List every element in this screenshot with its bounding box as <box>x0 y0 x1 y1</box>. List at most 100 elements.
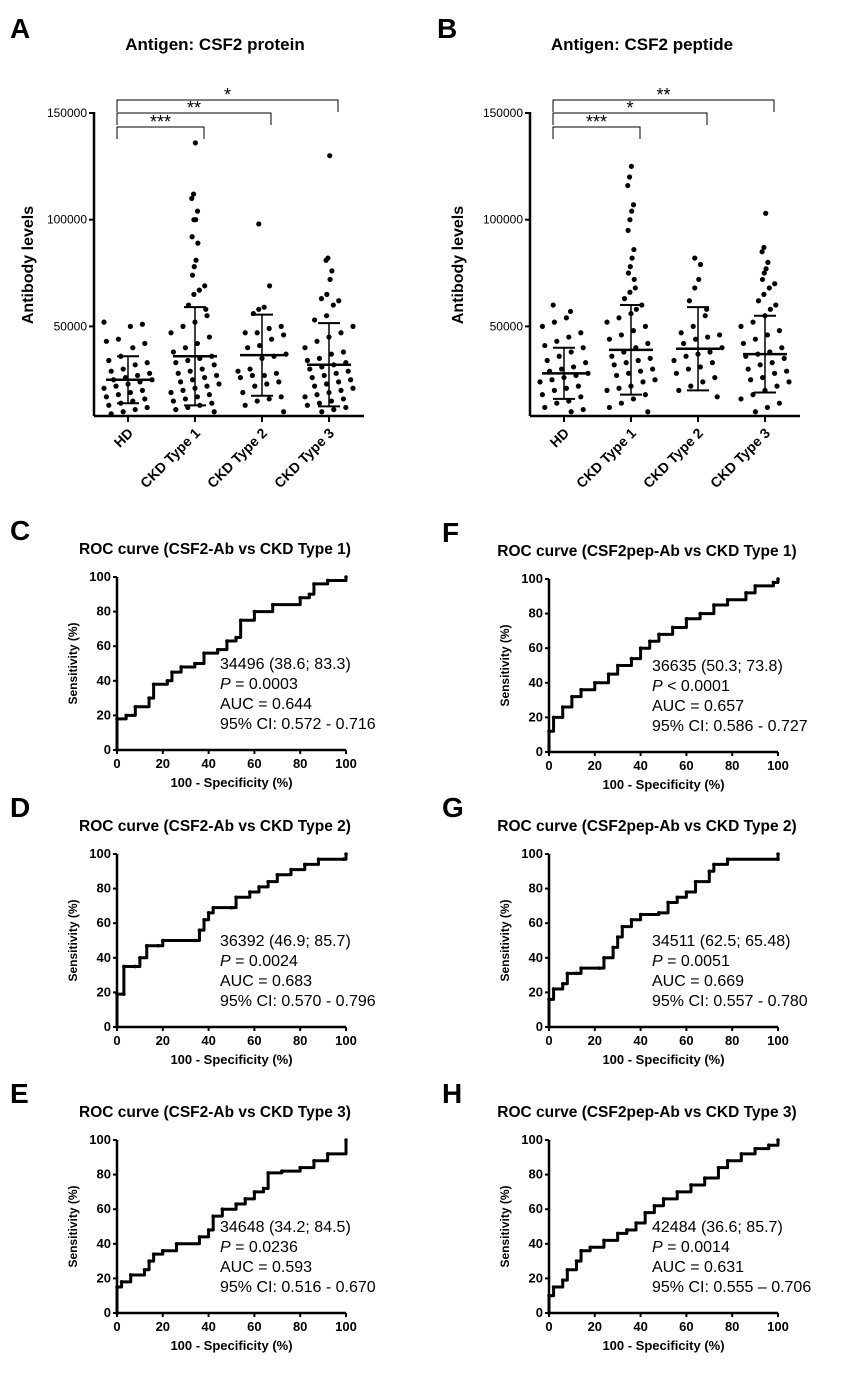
x-tick-label: 60 <box>679 1033 693 1048</box>
data-point <box>645 340 651 347</box>
data-point <box>178 379 184 385</box>
data-point <box>696 276 702 283</box>
data-point <box>187 368 193 374</box>
roc-point <box>115 1311 119 1315</box>
y-tick-label: 100 <box>89 1132 111 1147</box>
roc-point <box>119 1280 124 1284</box>
roc-point <box>712 862 716 867</box>
data-point <box>755 298 762 304</box>
roc-point <box>193 661 197 666</box>
data-point <box>120 366 126 372</box>
data-point <box>211 409 217 415</box>
roc-point <box>629 917 634 922</box>
data-point <box>578 394 584 400</box>
p-value: = 0.0051 <box>663 953 730 970</box>
data-point <box>194 340 200 347</box>
data-point <box>604 387 610 393</box>
data-point <box>554 338 560 344</box>
roc-point <box>551 1285 556 1289</box>
roc-point <box>289 867 293 872</box>
roc-point <box>776 852 780 856</box>
roc-point <box>744 591 748 595</box>
data-point <box>772 281 778 287</box>
roc-point <box>170 670 174 674</box>
data-point <box>690 323 696 329</box>
data-point <box>242 402 248 408</box>
data-point <box>700 379 706 385</box>
data-point <box>686 298 692 304</box>
data-point <box>168 389 174 396</box>
significance-bracket <box>552 112 708 125</box>
data-point <box>786 379 792 385</box>
data-point <box>537 379 543 385</box>
roc-point <box>547 750 551 754</box>
roc-point <box>716 1165 721 1170</box>
data-point <box>618 400 624 406</box>
data-point <box>302 345 308 351</box>
roc-point <box>593 681 597 685</box>
roc-point <box>133 704 138 709</box>
data-point <box>635 357 641 364</box>
data-point <box>283 351 289 357</box>
data-point <box>103 394 109 400</box>
data-point <box>773 302 779 308</box>
data-point <box>616 315 622 321</box>
y-tick-label: 60 <box>97 1201 111 1216</box>
data-point <box>645 409 651 415</box>
data-point <box>101 319 107 325</box>
data-point <box>329 268 335 274</box>
x-tick-label: 40 <box>633 1033 647 1048</box>
p-symbol: P <box>220 953 231 970</box>
y-tick-label: 80 <box>529 1167 543 1182</box>
roc-point <box>266 1171 270 1175</box>
data-point <box>245 345 251 351</box>
panel-g-roc: G ROC curve (CSF2pep-Ab vs CKD Type 2) 00 2… <box>442 792 808 1067</box>
data-point <box>606 404 612 411</box>
p-symbol: P <box>652 1239 663 1256</box>
roc-point <box>684 616 689 621</box>
roc-point <box>261 1186 266 1191</box>
data-point <box>761 270 767 276</box>
roc-point <box>206 1228 211 1232</box>
chart-title: ROC curve (CSF2-Ab vs CKD Type 1) <box>79 541 351 558</box>
roc-point <box>547 1293 551 1298</box>
data-point <box>321 372 327 379</box>
significance-label: ** <box>187 98 201 118</box>
roc-point <box>693 879 698 884</box>
data-point <box>266 396 272 402</box>
data-point <box>719 345 725 351</box>
data-point <box>712 374 718 381</box>
data-point <box>551 387 557 393</box>
roc-point <box>547 1311 551 1315</box>
x-tick-label: 100 <box>335 756 357 771</box>
y-tick-label: 20 <box>529 984 543 999</box>
panel-letter: C <box>10 515 30 546</box>
panel-letter: G <box>442 792 464 823</box>
data-point <box>772 370 778 376</box>
x-tick-label: 100 <box>335 1319 357 1334</box>
data-point <box>278 394 284 400</box>
data-point <box>175 370 181 376</box>
x-tick-label: 100 <box>767 1319 789 1334</box>
data-point <box>276 379 282 385</box>
x-tick-label: 20 <box>156 1319 170 1334</box>
data-point <box>324 381 330 387</box>
roc-point <box>560 1278 565 1282</box>
panel-letter: E <box>10 1078 29 1109</box>
roc-point <box>638 646 643 650</box>
data-point <box>688 383 694 389</box>
data-point <box>185 357 191 364</box>
data-point <box>266 325 272 332</box>
y-tick-label: 150000 <box>47 106 87 120</box>
data-point <box>629 255 635 261</box>
data-point <box>745 366 751 372</box>
panel-b-scatter: B Antigen: CSF2 peptide 50000 100000 150000 A… <box>437 13 800 491</box>
roc-point <box>151 1252 156 1256</box>
data-point <box>139 321 145 327</box>
data-point <box>544 357 550 364</box>
roc-point <box>298 1165 303 1170</box>
data-point <box>314 338 320 344</box>
roc-point <box>142 1267 147 1272</box>
roc-point <box>652 1203 657 1208</box>
data-point <box>683 353 689 359</box>
